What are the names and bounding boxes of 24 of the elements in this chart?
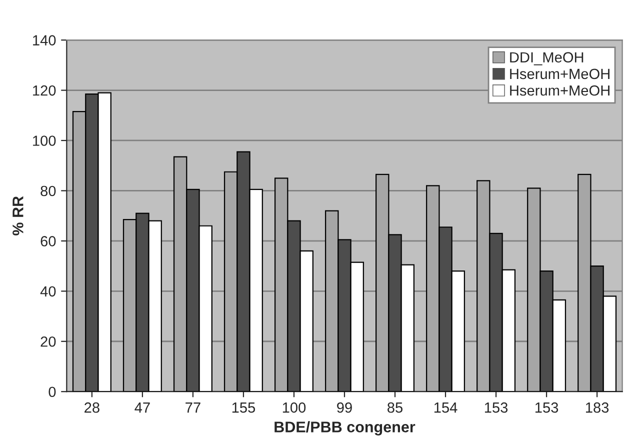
y-tick-label: 100 <box>33 136 56 146</box>
y-tick-label: 120 <box>33 85 56 96</box>
y-tick-label: 40 <box>40 286 56 297</box>
x-tick-label: 154 <box>434 402 458 413</box>
x-tick-label: 85 <box>388 402 402 413</box>
y-tick-label: 20 <box>40 336 56 347</box>
y-tick-label: 140 <box>33 35 56 46</box>
legend-label: Hserum+MeOH <box>510 85 610 96</box>
legend-label: DDI_MeOH <box>510 52 584 66</box>
x-tick-label: 28 <box>84 402 100 413</box>
x-tick-label: 99 <box>337 402 352 413</box>
x-tick-label: 100 <box>282 402 306 413</box>
x-tick-label: 153 <box>535 402 558 413</box>
x-tick-label: 183 <box>586 402 609 413</box>
x-axis-title: BDE/PBB congener <box>274 421 416 436</box>
legend-label: Hserum+MeOH <box>510 68 610 80</box>
x-tick-label: 77 <box>186 402 200 413</box>
y-axis-title: % RR <box>12 196 24 236</box>
x-tick-label: 47 <box>134 402 150 413</box>
y-tick-label: 60 <box>40 236 56 246</box>
y-tick-label: 80 <box>40 186 56 196</box>
x-tick-label: 153 <box>484 402 508 413</box>
y-tick-label: 0 <box>48 386 56 398</box>
x-tick-label: 155 <box>232 402 256 413</box>
